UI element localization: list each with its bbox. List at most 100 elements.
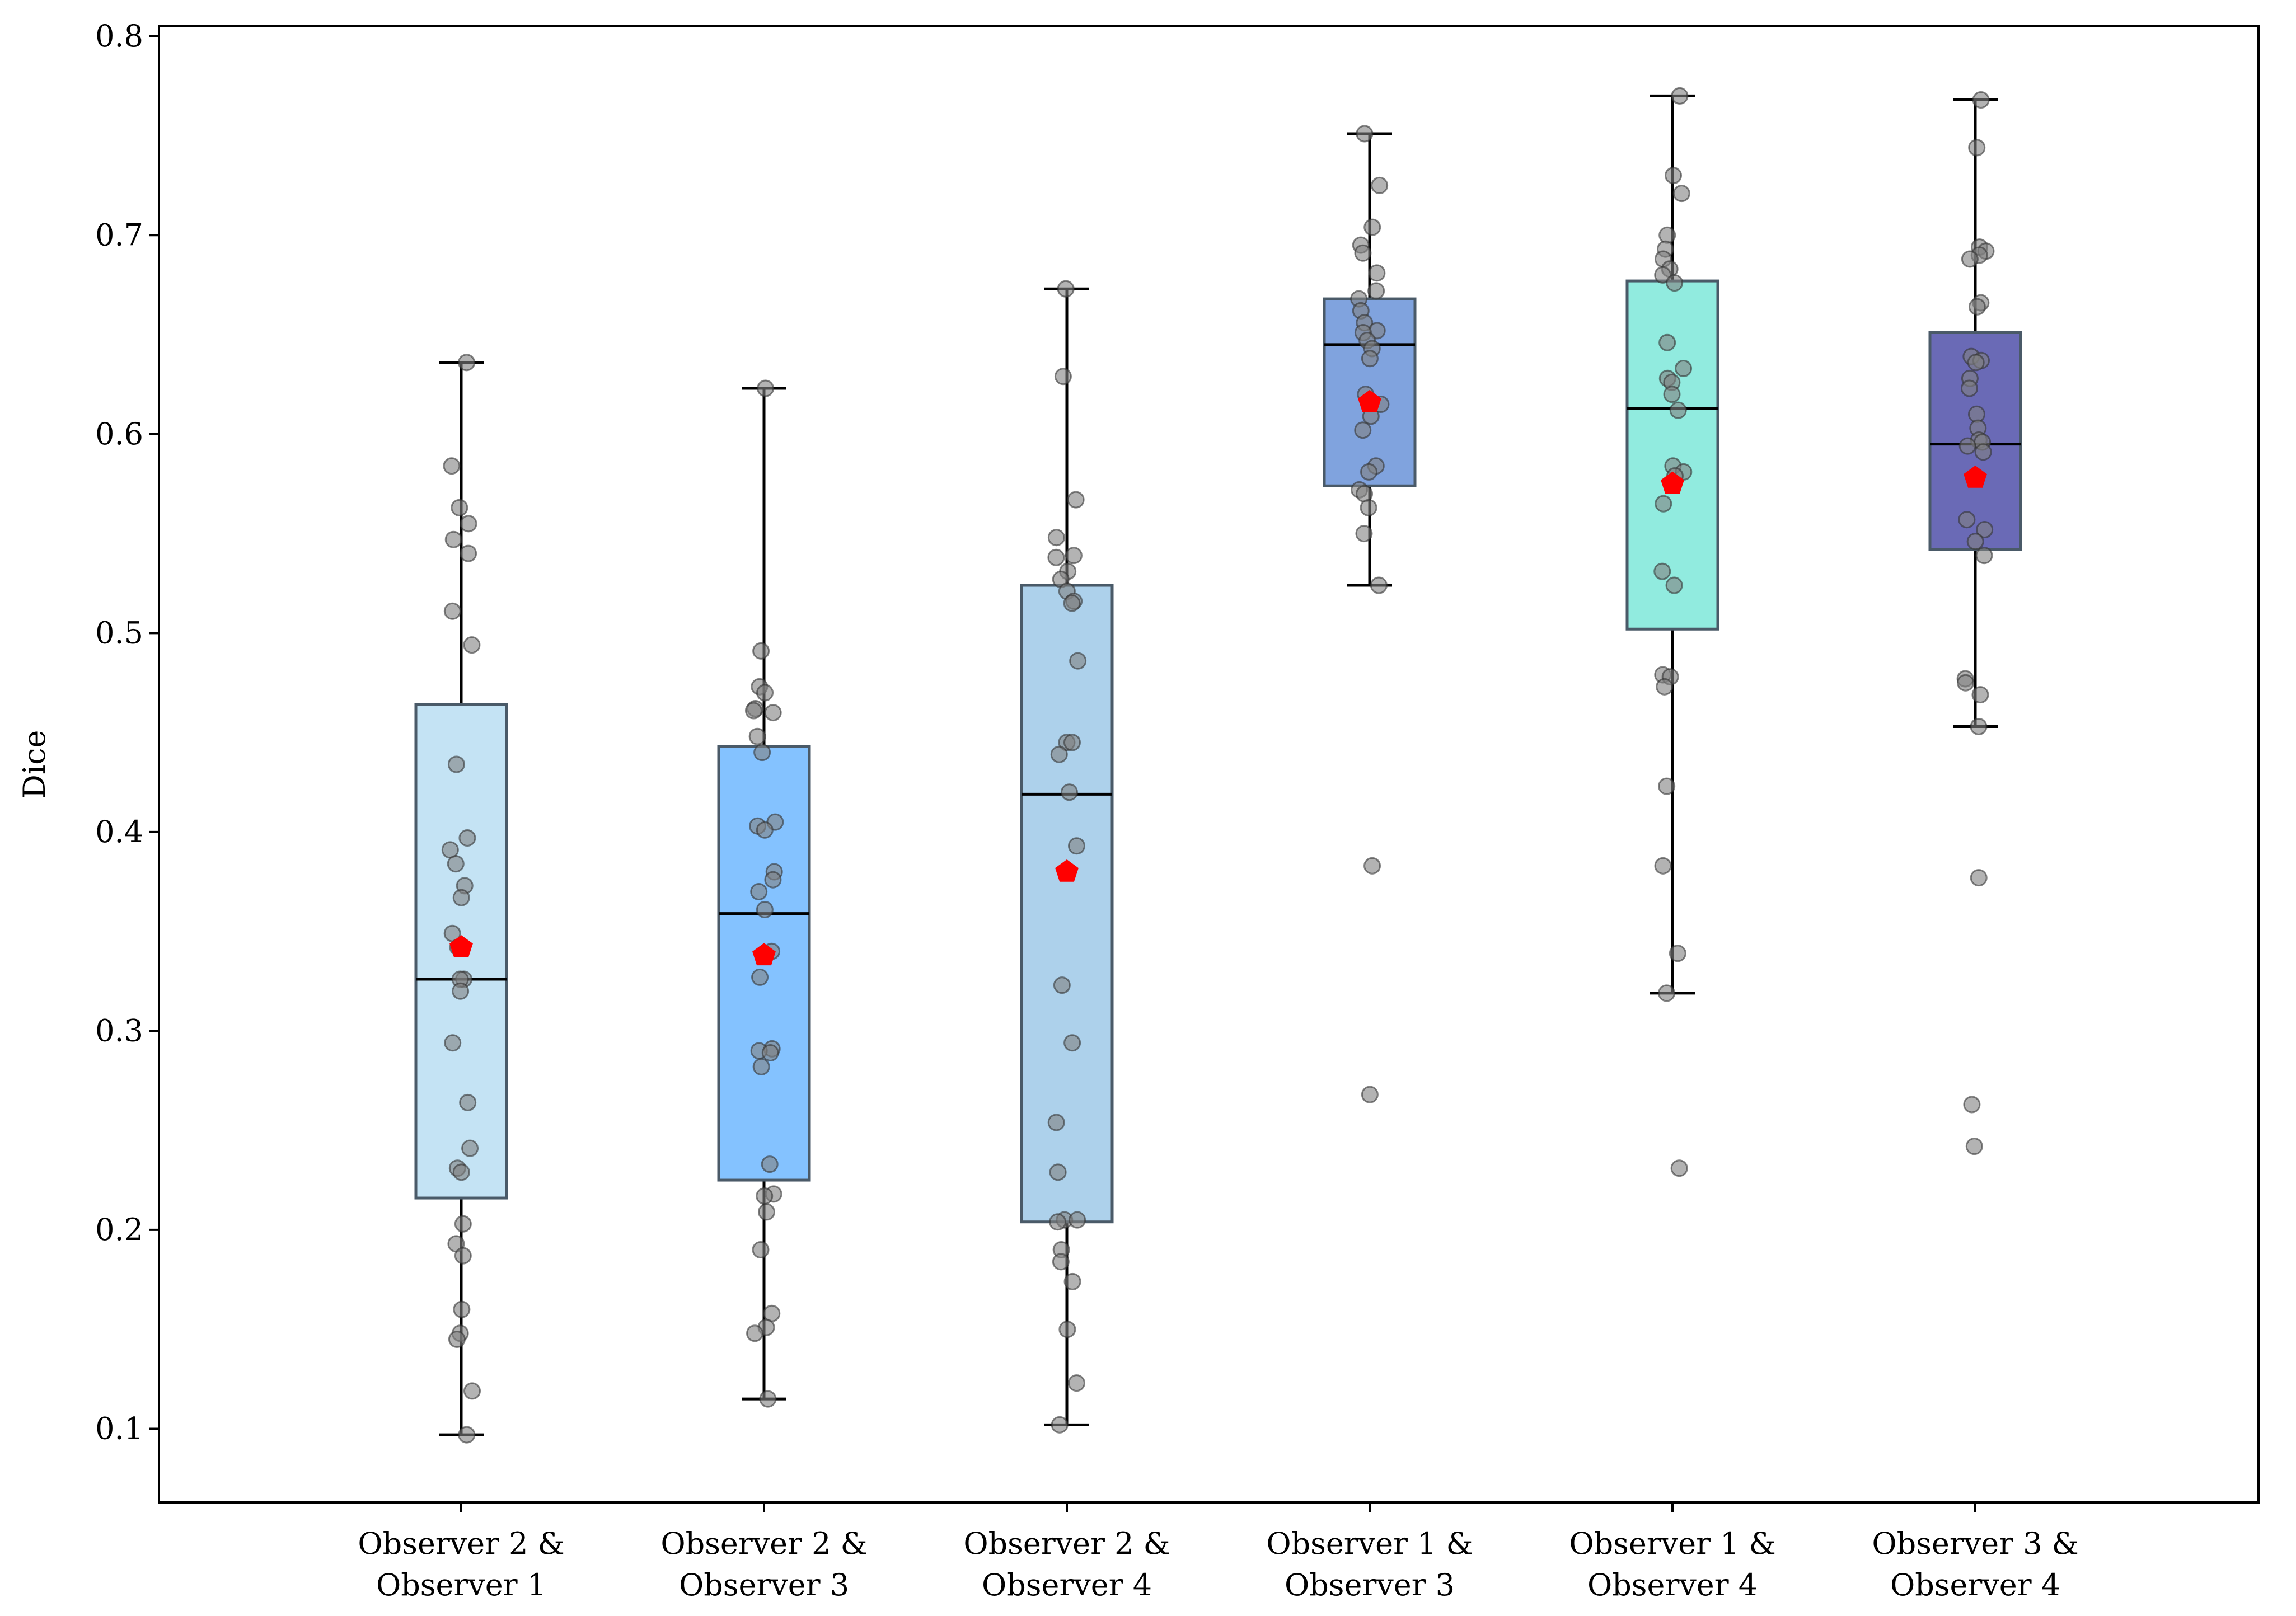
data-point [454, 1247, 472, 1265]
data-point [1067, 837, 1085, 855]
data-point [1052, 1253, 1070, 1271]
data-point [764, 871, 782, 889]
data-point [1658, 984, 1676, 1002]
data-point [1670, 1159, 1688, 1177]
data-point [1361, 1086, 1379, 1103]
data-point [1967, 354, 1985, 372]
data-point [1658, 333, 1676, 351]
data-point [460, 515, 477, 533]
x-tick-label: Observer 3 [679, 1567, 849, 1603]
data-point [1675, 360, 1693, 378]
data-point [443, 457, 461, 475]
data-point [1360, 463, 1378, 481]
x-tick-label: Observer 4 [982, 1567, 1152, 1603]
y-tick-label: 0.6 [95, 416, 143, 452]
data-point [443, 602, 461, 620]
data-point [1354, 421, 1372, 439]
mean-marker [1055, 859, 1079, 882]
data-point [1970, 717, 1988, 735]
data-point [1666, 274, 1684, 292]
y-tick-label: 0.8 [95, 18, 143, 54]
data-point [458, 354, 476, 372]
data-point [454, 1215, 472, 1233]
data-point [756, 821, 774, 839]
x-axis: Observer 2 & Observer 1 Observer 2 & Observ… [358, 1502, 2079, 1603]
data-point [1971, 686, 1989, 704]
data-point [1958, 511, 1976, 529]
data-point [448, 1330, 466, 1348]
data-point [750, 883, 768, 901]
data-point [1051, 1416, 1069, 1434]
data-point [1963, 1096, 1981, 1114]
data-point [458, 829, 476, 847]
data-point [1669, 401, 1687, 419]
data-point [1960, 379, 1978, 397]
y-axis: 0.1 0.2 0.3 0.4 0.5 0.6 0.7 0.8 [95, 18, 159, 1446]
data-point [1665, 576, 1683, 594]
data-point [1054, 368, 1072, 386]
x-tick-label: Observer 3 & [1872, 1526, 2078, 1561]
data-point [757, 379, 775, 397]
data-point [1672, 185, 1690, 203]
data-point [452, 982, 470, 1000]
data-point [1355, 525, 1373, 543]
data-point [1658, 777, 1676, 795]
data-point [459, 1093, 477, 1111]
x-tick-label: Observer 4 [1587, 1567, 1758, 1603]
data-point [452, 889, 470, 906]
data-point [756, 1187, 774, 1205]
data-point [1069, 652, 1087, 670]
data-point [1370, 576, 1388, 594]
mean-marker [752, 943, 776, 966]
data-point [447, 755, 465, 773]
data-point [1367, 282, 1385, 300]
data-point [1665, 167, 1683, 185]
data-point [753, 744, 771, 762]
data-point [452, 1163, 470, 1181]
data-point [1974, 443, 1992, 461]
data-point [463, 636, 481, 654]
x-tick-label: Observer 4 [1890, 1567, 2060, 1603]
data-point [1965, 1138, 1983, 1155]
data-point [447, 855, 465, 873]
data-point [1363, 857, 1381, 875]
data-point [444, 1034, 462, 1052]
data-point [460, 544, 477, 562]
x-tick-label: Observer 1 & [1569, 1526, 1775, 1561]
data-point [1060, 783, 1078, 801]
y-tick-label: 0.3 [95, 1013, 143, 1048]
data-point [1067, 491, 1085, 509]
data-point [461, 1139, 479, 1157]
mean-marker [449, 935, 473, 957]
data-point [761, 1155, 779, 1173]
boxes-layer [414, 94, 2022, 1436]
data-point [1655, 495, 1672, 513]
data-point [1663, 386, 1681, 403]
data-point [1656, 678, 1674, 696]
data-point [752, 1241, 770, 1258]
data-point [1354, 244, 1372, 262]
data-point [1968, 298, 1986, 316]
data-point [752, 642, 770, 660]
data-point [453, 1300, 471, 1318]
data-point [1654, 266, 1672, 284]
data-point [1966, 533, 1984, 551]
data-point [1057, 280, 1075, 298]
data-point [744, 702, 762, 720]
mean-marker [1358, 389, 1381, 412]
data-point [1049, 1163, 1067, 1181]
mean-marker [1964, 466, 1987, 488]
data-point [1058, 1321, 1076, 1338]
data-point [1653, 562, 1671, 580]
data-point [444, 530, 462, 548]
data-point [1957, 674, 1975, 692]
data-point [1067, 1374, 1085, 1392]
data-point [1363, 218, 1381, 236]
x-tick-label: Observer 2 & [358, 1526, 564, 1561]
mean-marker [1661, 471, 1684, 494]
data-point [1968, 139, 1986, 157]
data-point [1958, 437, 1976, 455]
data-point [1368, 264, 1386, 282]
data-point [1361, 350, 1379, 368]
